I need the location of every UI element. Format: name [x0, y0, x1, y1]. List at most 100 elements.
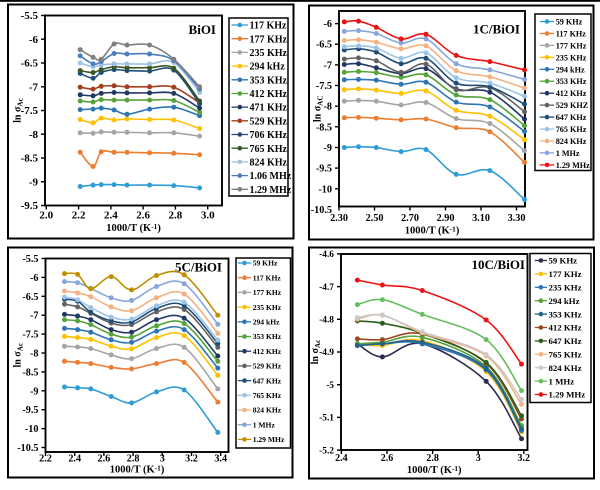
svg-text:353 KHz: 353 KHz — [549, 309, 582, 319]
svg-text:235 KHz: 235 KHz — [549, 283, 582, 293]
svg-text:2.4: 2.4 — [68, 454, 81, 465]
svg-text:647 KHz: 647 KHz — [253, 376, 282, 385]
svg-text:-8: -8 — [30, 349, 39, 360]
svg-text:647 KHz: 647 KHz — [556, 113, 587, 122]
svg-text:-4.6: -4.6 — [319, 250, 334, 260]
svg-text:117 KHz: 117 KHz — [556, 29, 587, 38]
svg-text:2.2: 2.2 — [39, 454, 52, 465]
svg-text:-9: -9 — [30, 386, 39, 397]
svg-text:-5: -5 — [326, 381, 334, 391]
svg-text:-4.9: -4.9 — [319, 348, 334, 358]
svg-text:-7.5: -7.5 — [21, 105, 39, 117]
svg-text:177 KHz: 177 KHz — [549, 269, 582, 279]
svg-text:5C/BiOI: 5C/BiOI — [175, 260, 222, 275]
svg-text:BiOI: BiOI — [189, 22, 216, 37]
svg-text:-6: -6 — [29, 34, 39, 46]
svg-text:-4.8: -4.8 — [319, 316, 334, 326]
svg-text:412 KHz: 412 KHz — [556, 89, 587, 98]
svg-text:-9: -9 — [324, 143, 333, 154]
svg-text:1.29 MHz: 1.29 MHz — [250, 185, 292, 196]
svg-text:2.30: 2.30 — [330, 213, 348, 224]
svg-text:2.4: 2.4 — [104, 210, 118, 222]
svg-text:765 KHz: 765 KHz — [549, 350, 582, 360]
svg-text:-10: -10 — [318, 184, 332, 195]
svg-text:2.8: 2.8 — [169, 210, 183, 222]
svg-text:117 KHz: 117 KHz — [253, 273, 282, 282]
svg-text:294 kHz: 294 kHz — [549, 296, 580, 306]
svg-text:235 KHz: 235 KHz — [556, 53, 587, 62]
svg-text:-8: -8 — [324, 102, 333, 113]
svg-text:-9: -9 — [29, 177, 39, 189]
svg-text:2.0: 2.0 — [39, 210, 53, 222]
svg-text:529 KHZ: 529 KHZ — [556, 101, 589, 110]
svg-text:2.8: 2.8 — [127, 454, 140, 465]
svg-text:-9.5: -9.5 — [316, 164, 332, 175]
svg-text:3.0: 3.0 — [201, 210, 215, 222]
svg-text:2.6: 2.6 — [98, 454, 111, 465]
svg-text:-7: -7 — [29, 82, 39, 94]
svg-text:1000/T (K-1): 1000/T (K-1) — [405, 224, 460, 236]
svg-text:529 KHz: 529 KHz — [253, 362, 282, 371]
svg-text:3.4: 3.4 — [214, 454, 227, 465]
svg-text:412 KHz: 412 KHz — [549, 323, 582, 333]
svg-text:-10.5: -10.5 — [311, 205, 332, 216]
svg-text:-5.5: -5.5 — [21, 10, 39, 22]
svg-text:706 KHz: 706 KHz — [250, 130, 288, 141]
svg-text:294 kHz: 294 kHz — [556, 65, 585, 74]
svg-text:294 kHz: 294 kHz — [253, 318, 280, 327]
svg-text:177 KHz: 177 KHz — [556, 41, 587, 50]
svg-text:765 KHz: 765 KHz — [556, 125, 587, 134]
svg-text:-8.5: -8.5 — [22, 367, 38, 378]
svg-text:1.29 MHz: 1.29 MHz — [549, 390, 586, 400]
svg-text:235 KHz: 235 KHz — [253, 303, 282, 312]
svg-text:2.90: 2.90 — [437, 213, 455, 224]
svg-text:-7.5: -7.5 — [316, 81, 332, 92]
svg-text:ln σAc: ln σAc — [13, 97, 25, 122]
svg-text:ln σAc: ln σAc — [310, 339, 322, 364]
svg-text:353 KHz: 353 KHz — [253, 332, 282, 341]
svg-text:-6.5: -6.5 — [22, 292, 38, 303]
svg-text:-5.2: -5.2 — [319, 446, 334, 456]
svg-text:-9.5: -9.5 — [22, 405, 38, 416]
svg-text:3: 3 — [160, 454, 165, 465]
svg-text:3.10: 3.10 — [472, 213, 490, 224]
svg-text:353 KHz: 353 KHz — [556, 77, 587, 86]
svg-text:353 KHz: 353 KHz — [250, 75, 288, 86]
svg-text:1C/BiOI: 1C/BiOI — [473, 22, 520, 37]
svg-text:-7: -7 — [30, 311, 39, 322]
svg-text:2.70: 2.70 — [401, 213, 419, 224]
svg-text:ln σAc: ln σAc — [13, 342, 25, 367]
svg-text:1.06 MHz: 1.06 MHz — [250, 171, 292, 182]
svg-text:-8: -8 — [29, 129, 39, 141]
svg-text:2.50: 2.50 — [366, 213, 384, 224]
svg-text:824 KHz: 824 KHz — [556, 137, 587, 146]
svg-text:59 KHz: 59 KHz — [253, 259, 278, 268]
svg-text:824 KHz: 824 KHz — [549, 363, 582, 373]
svg-text:-4.7: -4.7 — [319, 283, 334, 293]
svg-text:294 kHz: 294 kHz — [250, 62, 286, 73]
svg-text:2.4: 2.4 — [335, 453, 348, 464]
svg-text:412 KHz: 412 KHz — [250, 89, 288, 100]
svg-text:-10.5: -10.5 — [17, 443, 38, 454]
svg-text:1.29 MHz: 1.29 MHz — [253, 435, 285, 444]
svg-text:1000/T (K-1): 1000/T (K-1) — [110, 463, 165, 475]
svg-text:529 KHz: 529 KHz — [250, 116, 288, 127]
svg-text:471 KHz: 471 KHz — [250, 103, 288, 114]
svg-text:2.2: 2.2 — [72, 210, 86, 222]
svg-text:-10: -10 — [25, 424, 39, 435]
svg-text:412 KHz: 412 KHz — [253, 347, 282, 356]
svg-text:2.8: 2.8 — [426, 453, 439, 464]
svg-text:647 KHz: 647 KHz — [549, 336, 582, 346]
svg-text:824 KHz: 824 KHz — [253, 406, 282, 415]
svg-text:-5.1: -5.1 — [319, 414, 334, 424]
svg-text:824 KHz: 824 KHz — [250, 158, 288, 169]
svg-text:1 MHz: 1 MHz — [549, 376, 575, 386]
svg-text:1 MHz: 1 MHz — [253, 420, 276, 429]
svg-text:-5.5: -5.5 — [22, 254, 38, 265]
svg-text:-6: -6 — [324, 19, 333, 30]
svg-text:3.2: 3.2 — [518, 453, 531, 464]
svg-text:-6.5: -6.5 — [316, 40, 332, 51]
svg-text:59 KHz: 59 KHz — [549, 256, 578, 266]
svg-text:-7: -7 — [324, 60, 333, 71]
svg-text:2.6: 2.6 — [136, 210, 150, 222]
